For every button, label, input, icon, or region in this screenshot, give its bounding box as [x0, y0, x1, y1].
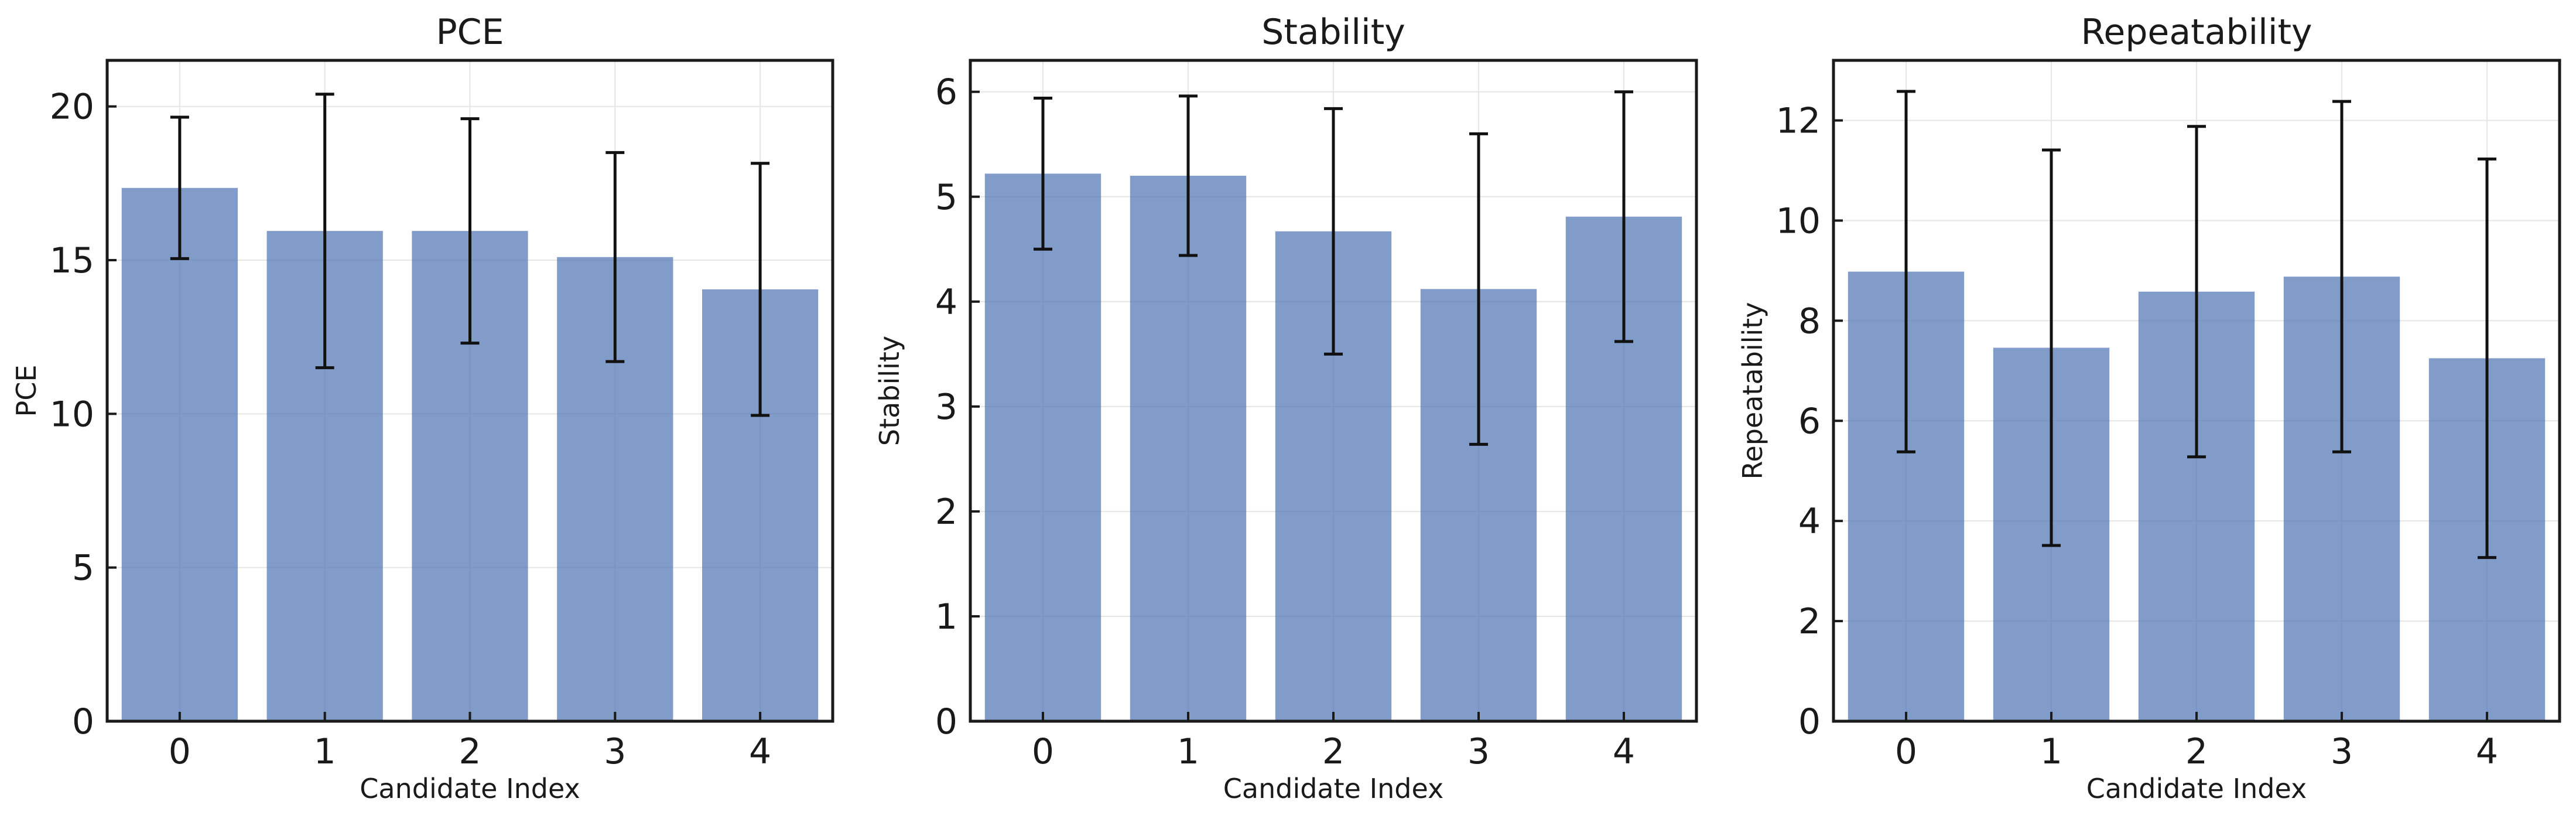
x-tick-label-2: 2 — [1322, 731, 1345, 772]
error-bar-4 — [751, 162, 770, 417]
chart-title: PCE — [436, 12, 504, 53]
y-tick-label-1: 5 — [72, 548, 94, 589]
chart-stability: 0 1 2 3 4 5 6 0 1 2 3 4 Stability Candidate Index Stab… — [874, 12, 1698, 804]
x-tick-label-4: 4 — [749, 731, 771, 772]
error-bar-2 — [1324, 107, 1343, 356]
x-tick-label-2: 2 — [2185, 731, 2208, 772]
y-tick-label-1: 1 — [935, 596, 957, 637]
y-axis-label: PCE — [11, 365, 42, 417]
chart-title: Repeatability — [2081, 12, 2312, 53]
y-axis-label: Repeatability — [1737, 302, 1768, 480]
x-tick-label-4: 4 — [2476, 731, 2498, 772]
x-tick-label-0: 0 — [169, 731, 191, 772]
y-tick-label-3: 6 — [1798, 401, 1821, 442]
error-bar-2 — [2187, 125, 2206, 459]
y-tick-label-3: 15 — [50, 240, 94, 281]
y-tick-label-5: 5 — [935, 177, 957, 218]
error-bar-3 — [1469, 132, 1488, 446]
error-bar-4 — [2478, 157, 2496, 560]
y-tick-label-2: 2 — [935, 492, 957, 533]
x-tick-label-3: 3 — [604, 731, 626, 772]
y-axis-label: Stability — [874, 336, 905, 446]
x-tick-label-1: 1 — [1177, 731, 1199, 772]
x-tick-label-3: 3 — [1467, 731, 1490, 772]
x-tick-label-2: 2 — [459, 731, 481, 772]
bar-0 — [984, 173, 1101, 721]
x-tick-label-0: 0 — [1895, 731, 1917, 772]
error-bar-3 — [2332, 100, 2351, 453]
y-tick-label-6: 12 — [1776, 101, 1821, 142]
x-tick-label-1: 1 — [314, 731, 336, 772]
y-tick-label-4: 4 — [935, 282, 957, 323]
y-tick-label-2: 4 — [1798, 501, 1821, 542]
y-tick-label-4: 8 — [1798, 301, 1821, 342]
y-tick-label-2: 10 — [50, 394, 94, 435]
y-tick-label-0: 0 — [935, 701, 957, 742]
error-bar-1 — [1179, 94, 1198, 257]
error-bar-3 — [605, 151, 625, 363]
chart-pce: 0 5 10 15 20 0 1 2 3 4 PCE Candidate Index PCE — [11, 12, 834, 804]
error-bar-1 — [315, 93, 334, 370]
x-tick-label-3: 3 — [2331, 731, 2353, 772]
error-bar-0 — [170, 115, 189, 260]
bar-0 — [121, 187, 238, 721]
x-tick-label-0: 0 — [1032, 731, 1054, 772]
y-tick-label-3: 3 — [935, 387, 957, 428]
error-bar-4 — [1614, 90, 1633, 343]
y-tick-label-1: 2 — [1798, 601, 1821, 642]
x-tick-label-1: 1 — [2040, 731, 2062, 772]
y-tick-label-4: 20 — [50, 87, 94, 128]
y-tick-label-0: 0 — [1798, 701, 1821, 742]
y-tick-label-6: 6 — [935, 72, 957, 113]
x-tick-label-4: 4 — [1613, 731, 1635, 772]
y-tick-label-0: 0 — [72, 701, 94, 742]
error-bar-0 — [1897, 90, 1915, 453]
x-axis-label: Candidate Index — [360, 773, 580, 804]
bar-1 — [1130, 175, 1247, 721]
chart-title: Stability — [1261, 12, 1405, 53]
x-axis-label: Candidate Index — [2086, 773, 2307, 804]
y-tick-label-5: 10 — [1776, 200, 1821, 241]
error-bar-1 — [2042, 148, 2061, 547]
x-axis-label: Candidate Index — [1223, 773, 1443, 804]
error-bar-0 — [1034, 96, 1052, 251]
error-bar-2 — [460, 117, 480, 345]
